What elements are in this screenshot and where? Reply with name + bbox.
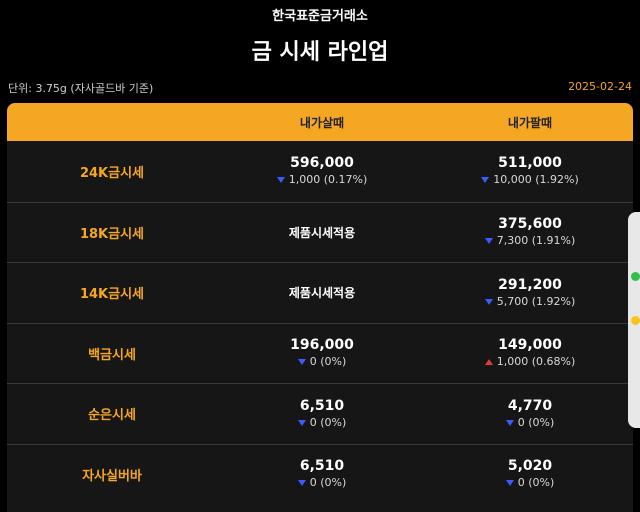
header-buy: 내가살때	[299, 115, 345, 130]
triangle-down-icon	[481, 177, 490, 184]
sell-price: 149,000	[498, 337, 562, 354]
row-name: 백금시세	[88, 347, 136, 363]
sell-change: 7,300 (1.91%)	[427, 233, 633, 249]
sell-cell: 291,200 5,700 (1.92%)	[427, 276, 633, 310]
sell-cell: 5,020 0 (0%)	[427, 457, 633, 491]
sell-change-text: 0 (0%)	[517, 415, 555, 429]
sell-change-text: 10,000 (1.92%)	[493, 173, 579, 187]
buy-price: 596,000	[290, 155, 354, 172]
sell-change: 0 (0%)	[427, 475, 633, 491]
sell-change-text: 5,700 (1.92%)	[496, 294, 576, 308]
sell-change-text: 1,000 (0.68%)	[496, 355, 576, 369]
row-name: 14K금시세	[79, 287, 145, 303]
sell-change-text: 7,300 (1.91%)	[496, 234, 576, 248]
triangle-down-icon	[484, 298, 493, 305]
buy-change-text: 1,000 (0.17%)	[288, 173, 368, 187]
triangle-down-icon	[297, 419, 306, 426]
unit-label: 단위: 3.75g (자사골드바 기준)	[8, 82, 154, 95]
org-name: 한국표준금거래소	[272, 9, 368, 24]
table-header: 내가살때 내가팔때	[7, 103, 633, 141]
date-label: 2025-02-24	[568, 80, 632, 93]
buy-price: 6,510	[299, 458, 345, 475]
buy-price: 6,510	[299, 397, 345, 414]
triangle-down-icon	[505, 419, 514, 426]
triangle-down-icon	[276, 177, 285, 184]
buy-change: 0 (0%)	[217, 475, 427, 491]
sell-price: 4,770	[507, 397, 553, 414]
sell-price: 5,020	[507, 458, 553, 475]
widget-yellow-icon	[631, 316, 640, 325]
sell-price: 375,600	[498, 216, 562, 233]
buy-cell: 596,000 1,000 (0.17%)	[217, 154, 427, 188]
triangle-up-icon	[484, 359, 493, 366]
widget-green-icon	[631, 272, 640, 281]
row-name: 순은시세	[88, 408, 136, 424]
sell-change-text: 0 (0%)	[517, 476, 555, 490]
sell-change: 10,000 (1.92%)	[427, 172, 633, 188]
page-header: 한국표준금거래소 금 시세 라인업	[0, 0, 640, 68]
sell-change: 5,700 (1.92%)	[427, 294, 633, 310]
row-name: 18K금시세	[79, 226, 145, 242]
triangle-down-icon	[505, 480, 514, 487]
buy-change: 0 (0%)	[217, 354, 427, 370]
buy-change-text: 0 (0%)	[309, 415, 347, 429]
triangle-down-icon	[297, 359, 306, 366]
buy-note: 제품시세적용	[288, 225, 356, 240]
row-name: 자사실버바	[82, 468, 142, 484]
meta-bar: 단위: 3.75g (자사골드바 기준) 2025-02-24	[8, 80, 632, 95]
triangle-down-icon	[484, 238, 493, 245]
header-sell: 내가팔때	[507, 115, 553, 130]
sell-cell: 375,600 7,300 (1.91%)	[427, 215, 633, 249]
row-name: 24K금시세	[79, 165, 145, 181]
table-row: 순은시세 6,510 0 (0%) 4,770 0 (0%)	[7, 383, 633, 444]
side-floating-widget[interactable]	[628, 212, 640, 428]
triangle-down-icon	[297, 480, 306, 487]
table-row: 자사실버바 6,510 0 (0%) 5,020 0 (0%)	[7, 443, 633, 505]
buy-cell: 6,510 0 (0%)	[217, 457, 427, 491]
sell-price: 291,200	[498, 276, 562, 293]
sell-price: 511,000	[498, 155, 562, 172]
buy-change-text: 0 (0%)	[309, 476, 347, 490]
buy-change-text: 0 (0%)	[309, 355, 347, 369]
buy-cell: 제품시세적용	[217, 284, 427, 301]
table-row: 18K금시세 제품시세적용 375,600 7,300 (1.91%)	[7, 201, 633, 263]
buy-change: 0 (0%)	[217, 415, 427, 431]
sell-change: 1,000 (0.68%)	[427, 354, 633, 370]
table-row: 14K금시세 제품시세적용 291,200 5,700 (1.92%)	[7, 262, 633, 323]
price-table: 내가살때 내가팔때 24K금시세 596,000 1,000 (0.17%) 511,…	[7, 103, 633, 512]
page-title: 금 시세 라인업	[251, 40, 389, 65]
sell-cell: 4,770 0 (0%)	[427, 397, 633, 431]
buy-cell: 196,000 0 (0%)	[217, 336, 427, 370]
buy-cell: 제품시세적용	[217, 224, 427, 241]
table-row: 백금시세 196,000 0 (0%) 149,000 1,000 (0.68%)	[7, 322, 633, 384]
table-row: 24K금시세 596,000 1,000 (0.17%) 511,000 10,000 …	[7, 141, 633, 202]
sell-cell: 149,000 1,000 (0.68%)	[427, 336, 633, 370]
sell-cell: 511,000 10,000 (1.92%)	[427, 154, 633, 188]
sell-change: 0 (0%)	[427, 415, 633, 431]
table-body: 24K금시세 596,000 1,000 (0.17%) 511,000 10,000 …	[7, 141, 633, 504]
buy-change: 1,000 (0.17%)	[217, 172, 427, 188]
buy-price: 196,000	[290, 337, 354, 354]
buy-cell: 6,510 0 (0%)	[217, 397, 427, 431]
buy-note: 제품시세적용	[288, 286, 356, 301]
